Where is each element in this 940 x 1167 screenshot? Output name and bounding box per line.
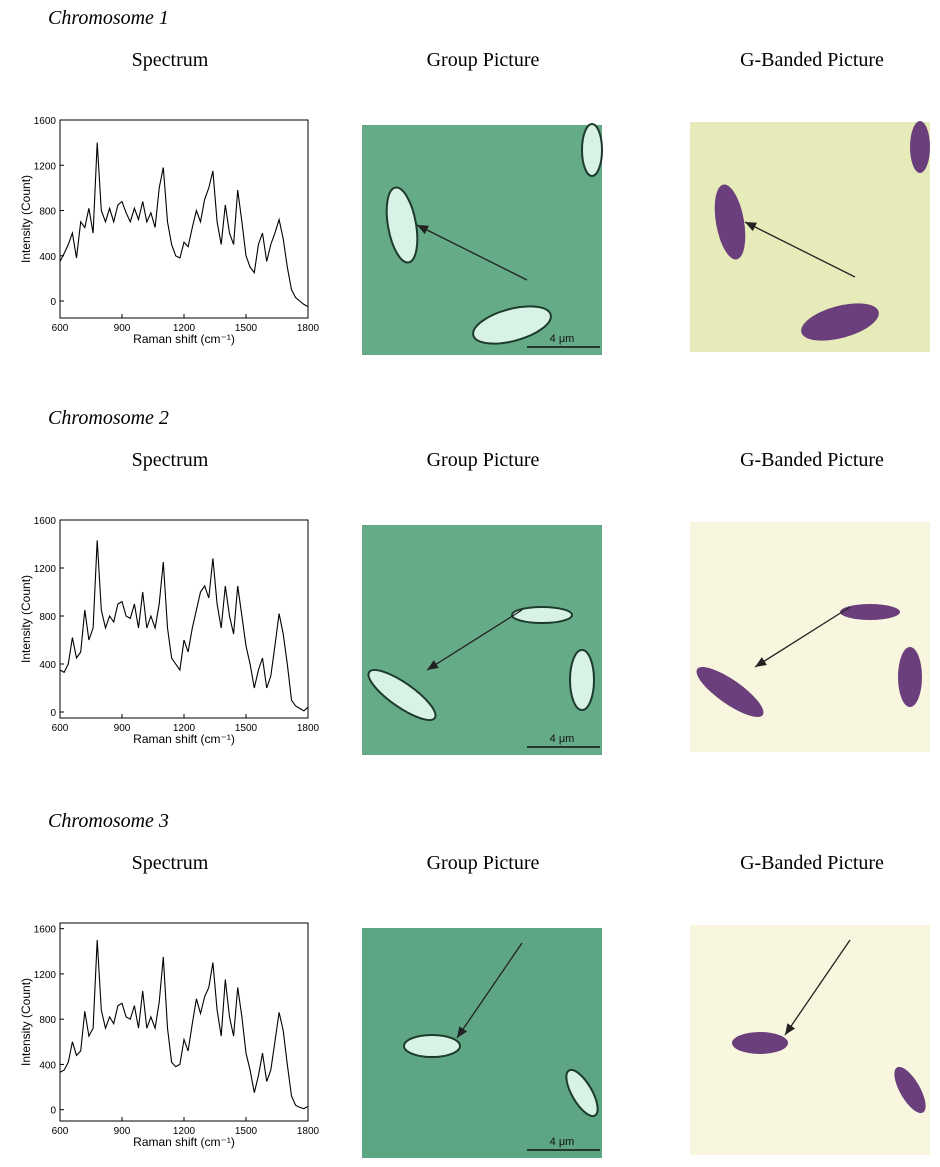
column-title: G-Banded Picture	[740, 449, 884, 471]
spectrum-line	[60, 940, 308, 1109]
y-tick-label: 1200	[34, 161, 57, 172]
x-tick-label: 1500	[235, 323, 258, 334]
y-tick-label: 400	[39, 1060, 56, 1071]
x-axis-label: Raman shift (cm⁻¹)	[133, 732, 235, 746]
column-title: Spectrum	[132, 449, 209, 471]
spectrum-line	[60, 540, 308, 710]
y-tick-label: 1600	[34, 516, 57, 527]
y-tick-label: 0	[50, 1106, 56, 1117]
chromosome	[840, 604, 900, 620]
row-heading: Chromosome 2	[48, 407, 169, 429]
column-title: Group Picture	[427, 852, 540, 874]
y-axis-label: Intensity (Count)	[19, 175, 33, 263]
x-axis-label: Raman shift (cm⁻¹)	[133, 1135, 235, 1149]
image-background	[690, 925, 930, 1155]
group-picture: 4 μm	[362, 928, 604, 1158]
plot-frame	[60, 923, 308, 1121]
y-tick-label: 1200	[34, 970, 57, 981]
x-tick-label: 1500	[235, 723, 258, 734]
scale-bar-label: 4 μm	[550, 1136, 575, 1148]
y-tick-label: 400	[39, 660, 56, 671]
y-tick-label: 1600	[34, 116, 57, 127]
x-tick-label: 1800	[297, 323, 320, 334]
chromosome	[404, 1035, 460, 1057]
y-tick-label: 1200	[34, 564, 57, 575]
row-heading: Chromosome 1	[48, 7, 169, 29]
y-tick-label: 0	[50, 297, 56, 308]
group-picture: 4 μm	[362, 525, 602, 755]
x-tick-label: 1500	[235, 1126, 258, 1137]
x-tick-label: 600	[52, 323, 69, 334]
image-background	[362, 525, 602, 755]
y-tick-label: 800	[39, 612, 56, 623]
x-tick-label: 900	[114, 323, 131, 334]
scale-bar-label: 4 μm	[550, 733, 575, 745]
chromosome	[512, 607, 572, 623]
chromosome	[570, 650, 594, 710]
x-tick-label: 600	[52, 723, 69, 734]
column-title: Spectrum	[132, 852, 209, 874]
figure: Chromosome 1 Spectrum Group Picture G-Bande…	[0, 0, 940, 1167]
g-banded-picture	[690, 925, 932, 1155]
y-tick-label: 0	[50, 708, 56, 719]
chromosome	[910, 121, 930, 173]
g-banded-picture	[690, 121, 930, 352]
y-axis-label: Intensity (Count)	[19, 978, 33, 1066]
x-tick-label: 1800	[297, 1126, 320, 1137]
column-title: G-Banded Picture	[740, 852, 884, 874]
image-background	[690, 522, 930, 752]
x-tick-label: 600	[52, 1126, 69, 1137]
column-title: Spectrum	[132, 49, 209, 71]
chromosome	[898, 647, 922, 707]
x-axis-label: Raman shift (cm⁻¹)	[133, 332, 235, 346]
y-tick-label: 800	[39, 1015, 56, 1026]
y-tick-label: 1600	[34, 925, 57, 936]
y-tick-label: 800	[39, 207, 56, 218]
page: {"figure": {"rows": [ {"heading": "Chrom…	[0, 0, 940, 1167]
x-tick-label: 1800	[297, 723, 320, 734]
y-axis-label: Intensity (Count)	[19, 575, 33, 663]
group-picture: 4 μm	[362, 124, 602, 355]
column-title: G-Banded Picture	[740, 49, 884, 71]
image-background	[362, 928, 602, 1158]
chromosome	[582, 124, 602, 176]
column-title: Group Picture	[427, 449, 540, 471]
row-heading: Chromosome 3	[48, 810, 169, 832]
chromosome	[732, 1032, 788, 1054]
x-tick-label: 900	[114, 1126, 131, 1137]
column-title: Group Picture	[427, 49, 540, 71]
y-tick-label: 400	[39, 252, 56, 263]
scale-bar-label: 4 μm	[550, 333, 575, 345]
x-tick-label: 900	[114, 723, 131, 734]
spectrum-line	[60, 143, 308, 307]
g-banded-picture	[690, 522, 930, 752]
